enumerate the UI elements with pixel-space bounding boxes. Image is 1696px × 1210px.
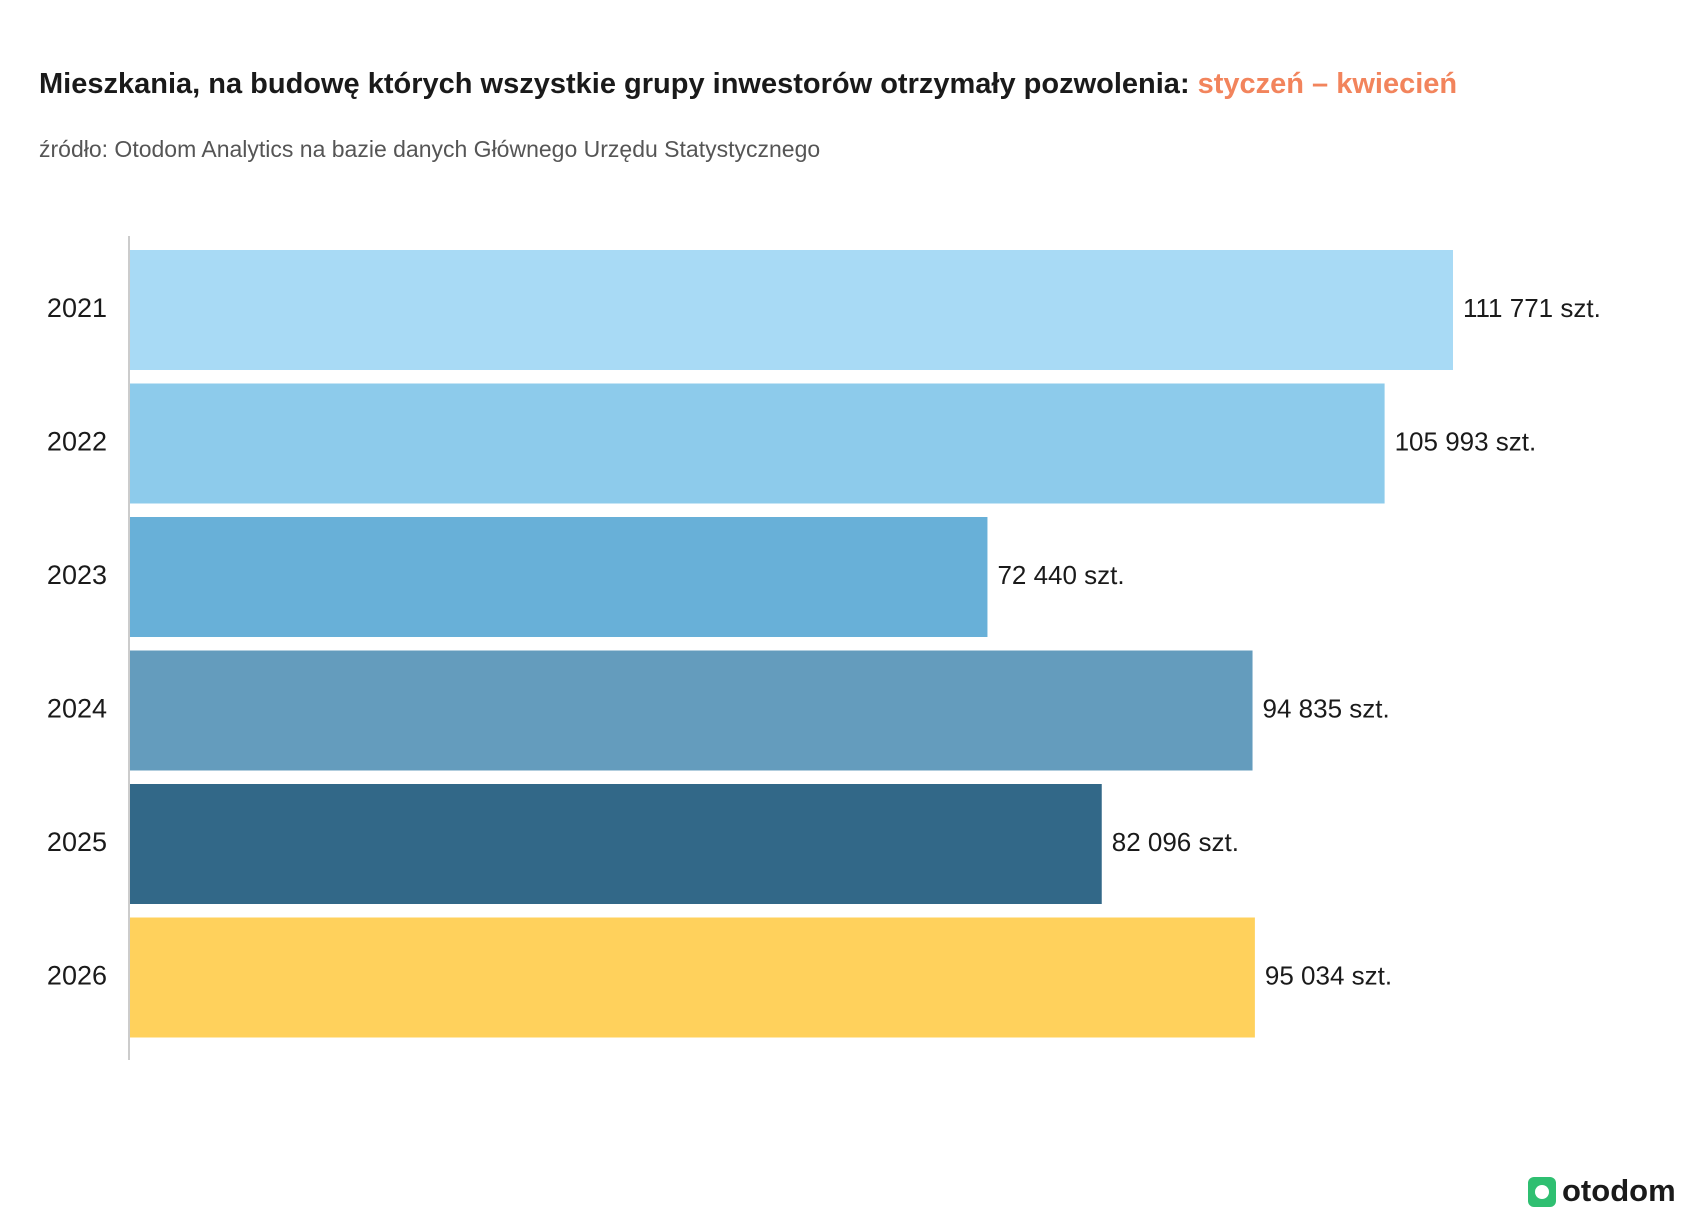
bar — [130, 250, 1453, 370]
value-label: 111 771 szt. — [1463, 293, 1601, 323]
value-label: 105 993 szt. — [1395, 426, 1537, 456]
logo-text: otodom — [1562, 1173, 1676, 1208]
bar — [130, 650, 1253, 771]
y-tick-label: 2021 — [47, 293, 107, 323]
value-label: 95 034 szt. — [1265, 960, 1392, 990]
value-label: 94 835 szt. — [1263, 693, 1390, 723]
logo: otodom — [1528, 1173, 1676, 1208]
y-tick-label: 2026 — [47, 961, 107, 991]
y-tick-label: 2025 — [47, 827, 107, 857]
y-tick-label: 2022 — [47, 427, 107, 457]
bar — [130, 517, 988, 637]
logo-icon-dot — [1535, 1185, 1549, 1199]
title-main: Mieszkania, na budowę których wszystkie … — [39, 68, 1190, 100]
value-label: 72 440 szt. — [997, 560, 1124, 590]
value-label: 82 096 szt. — [1112, 827, 1239, 857]
y-tick-label: 2024 — [47, 694, 107, 724]
chart-subtitle: źródło: Otodom Analytics na bazie danych… — [39, 136, 820, 162]
bar — [130, 383, 1385, 504]
chart-title: Mieszkania, na budowę których wszystkie … — [39, 68, 1457, 100]
bar — [130, 917, 1255, 1038]
title-period: styczeń – kwiecień — [1198, 68, 1458, 100]
y-tick-label: 2023 — [47, 560, 107, 590]
bar — [130, 784, 1102, 904]
